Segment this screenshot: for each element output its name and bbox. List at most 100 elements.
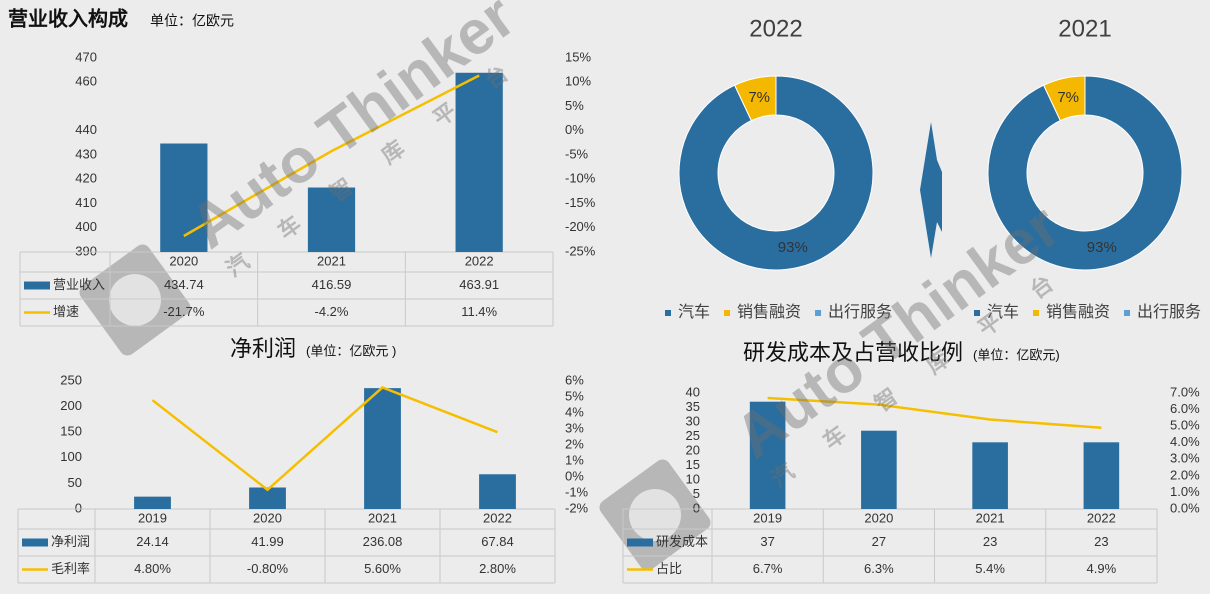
- table-value: -4.2%: [315, 304, 349, 319]
- table-value: 434.74: [164, 277, 204, 292]
- bar: [307, 187, 356, 252]
- chart-title: 2022: [749, 15, 802, 42]
- legend-marker: [724, 310, 731, 316]
- table-value: 416.59: [312, 277, 352, 292]
- legend-marker: [665, 310, 671, 316]
- table-value: 6.7%: [753, 561, 783, 576]
- bar: [455, 72, 503, 252]
- chart-subtitle: (单位：亿欧元 ): [306, 343, 396, 358]
- table-value: 37: [760, 534, 774, 549]
- chart-subtitle: (单位：亿欧元): [973, 347, 1060, 362]
- y-tick-label: 420: [75, 171, 97, 186]
- table-value: 41.99: [251, 534, 284, 549]
- table-value: 463.91: [459, 277, 499, 292]
- x-tick-label: 2022: [1087, 510, 1116, 525]
- y2-tick-label: 6%: [565, 372, 584, 387]
- bar: [479, 474, 516, 509]
- legend-marker: [1124, 310, 1131, 316]
- y2-tick-label: 4.0%: [1170, 434, 1200, 449]
- y-tick-label: 40: [686, 384, 700, 399]
- x-tick-label: 2021: [976, 510, 1005, 525]
- table-value: -0.80%: [247, 561, 289, 576]
- table-value: 236.08: [363, 534, 403, 549]
- legend-label: 毛利率: [51, 561, 90, 576]
- y-tick-label: 10: [686, 471, 700, 486]
- y2-tick-label: 4%: [565, 404, 584, 419]
- x-tick-label: 2020: [253, 510, 282, 525]
- legend-label: 营业收入: [53, 277, 105, 292]
- chart-title: 研发成本及占营收比例: [743, 340, 963, 365]
- y2-tick-label: -2%: [565, 500, 589, 515]
- legend-label: 销售融资: [1046, 303, 1110, 321]
- y2-tick-label: 2%: [565, 436, 584, 451]
- x-tick-label: 2022: [465, 253, 494, 268]
- legend-label: 增速: [53, 304, 79, 319]
- y2-tick-label: -15%: [565, 195, 596, 210]
- y2-tick-label: 2.0%: [1170, 467, 1200, 482]
- legend-label: 净利润: [51, 534, 90, 549]
- y2-tick-label: 5.0%: [1170, 418, 1200, 433]
- line-series: [151, 385, 498, 492]
- table-value: 6.3%: [864, 561, 894, 576]
- chart-subtitle: 单位：亿欧元: [150, 13, 234, 29]
- table-value: -21.7%: [163, 304, 205, 319]
- chart-title: 净利润: [230, 336, 296, 361]
- legend-label: 占比: [656, 561, 682, 576]
- table-value: 11.4%: [461, 304, 497, 319]
- y2-tick-label: 5%: [565, 388, 584, 403]
- legend-marker: [974, 310, 980, 316]
- y-tick-label: 390: [75, 243, 97, 258]
- bar: [861, 430, 897, 509]
- y-tick-label: 5: [693, 486, 700, 501]
- y-tick-label: 0: [693, 500, 700, 515]
- y-tick-label: 0: [75, 500, 82, 515]
- y-tick-label: 15: [686, 457, 700, 472]
- table-value: 2.80%: [479, 561, 516, 576]
- x-tick-label: 2019: [138, 510, 167, 525]
- table-value: 4.9%: [1087, 561, 1117, 576]
- y2-tick-label: 0%: [565, 468, 584, 483]
- legend-marker: [22, 538, 48, 547]
- x-tick-label: 2020: [169, 253, 198, 268]
- y2-tick-label: 0.0%: [1170, 500, 1200, 515]
- y-tick-label: 20: [686, 442, 700, 457]
- x-tick-label: 2021: [368, 510, 397, 525]
- y2-tick-label: 1%: [565, 452, 584, 467]
- y2-tick-label: 7.0%: [1170, 384, 1200, 399]
- table-value: 24.14: [136, 534, 169, 549]
- y2-tick-label: 5%: [565, 98, 584, 113]
- table-value: 4.80%: [134, 561, 171, 576]
- y-tick-label: 150: [60, 424, 82, 439]
- x-tick-label: 2021: [317, 253, 346, 268]
- line-series: [767, 396, 1102, 430]
- legend-marker: [815, 310, 822, 316]
- chart-title: 营业收入构成: [8, 6, 128, 30]
- legend-label: 出行服务: [1137, 303, 1201, 321]
- bar: [364, 388, 401, 509]
- data-label: 7%: [1057, 89, 1079, 106]
- y-tick-label: 35: [686, 399, 700, 414]
- y2-tick-label: 6.0%: [1170, 401, 1200, 416]
- table-value: 23: [983, 534, 997, 549]
- bar: [134, 496, 171, 509]
- donut-segment: [678, 75, 874, 271]
- data-label: 93%: [778, 239, 808, 256]
- legend-marker: [1033, 310, 1040, 316]
- table-value: 67.84: [481, 534, 514, 549]
- y-tick-label: 400: [75, 219, 97, 234]
- legend-label: 汽车: [678, 303, 710, 321]
- charts: 营业收入构成 单位：亿欧元390400410420430440460470-25%…: [8, 6, 1201, 584]
- legend-label: 出行服务: [828, 303, 892, 321]
- bar: [1083, 442, 1120, 509]
- legend-label: 销售融资: [737, 303, 801, 321]
- bar: [749, 401, 786, 509]
- y-tick-label: 200: [60, 398, 82, 413]
- x-tick-label: 2020: [864, 510, 893, 525]
- legend-marker: [627, 538, 653, 547]
- y-tick-label: 250: [60, 372, 82, 387]
- y2-tick-label: -5%: [565, 146, 589, 161]
- x-tick-label: 2022: [483, 510, 512, 525]
- y2-tick-label: -10%: [565, 171, 596, 186]
- bar: [160, 143, 208, 252]
